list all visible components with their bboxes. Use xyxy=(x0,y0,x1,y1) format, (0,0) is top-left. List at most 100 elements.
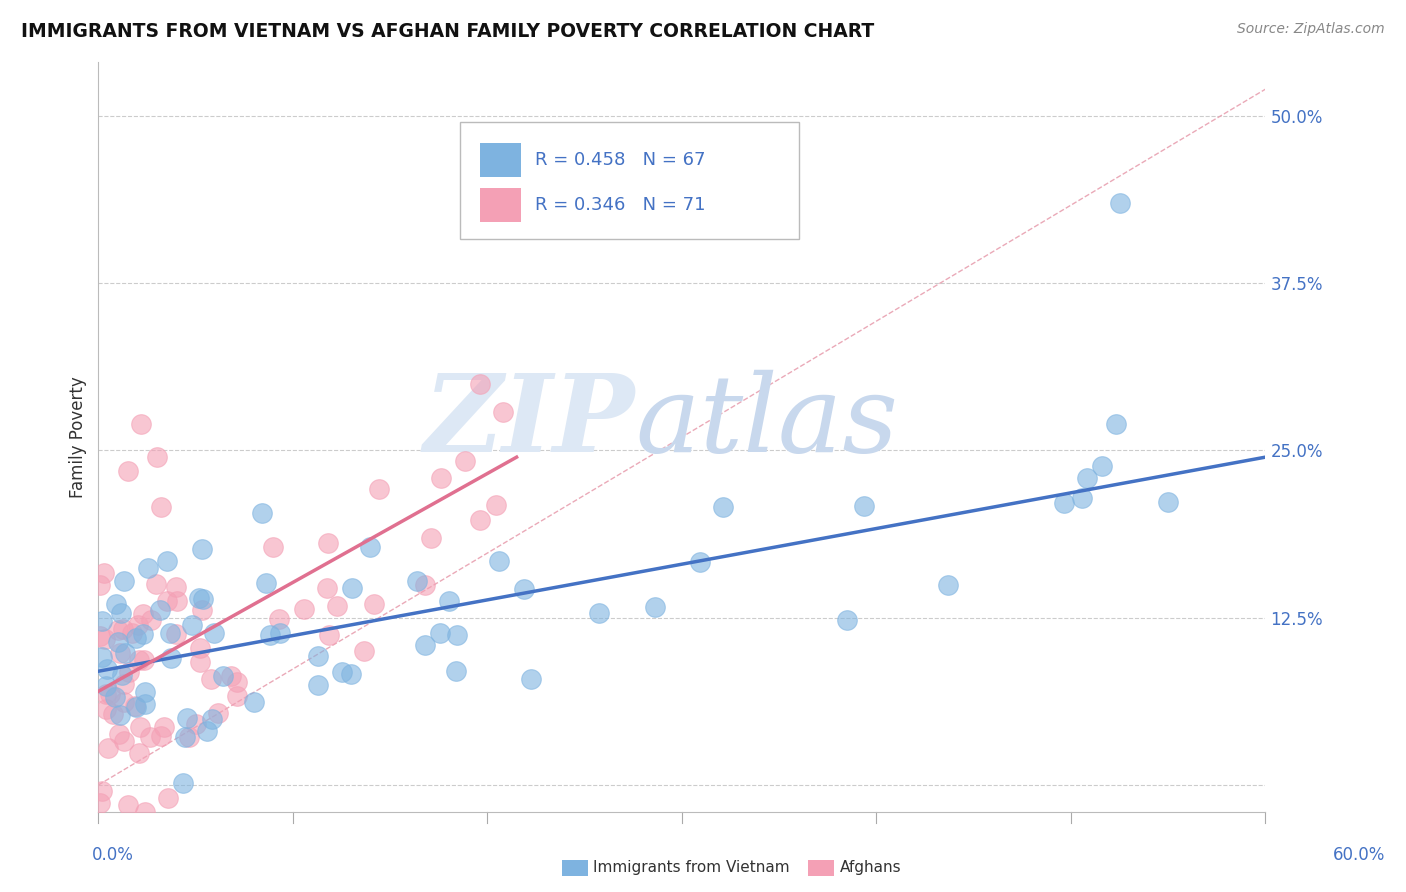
Point xyxy=(359,540,381,554)
FancyBboxPatch shape xyxy=(460,122,799,238)
Point xyxy=(259,628,281,642)
Point xyxy=(318,628,340,642)
Point xyxy=(157,791,180,805)
Point xyxy=(269,612,291,626)
Point xyxy=(316,582,339,596)
Point xyxy=(292,602,315,616)
Point xyxy=(200,672,222,686)
Point xyxy=(307,678,329,692)
Point xyxy=(104,690,127,705)
Point xyxy=(90,784,112,798)
Point xyxy=(105,597,128,611)
Point xyxy=(138,560,160,574)
Point xyxy=(367,483,389,497)
Point xyxy=(89,578,111,592)
Point xyxy=(156,594,179,608)
Point xyxy=(112,677,135,691)
Point xyxy=(363,597,385,611)
Point xyxy=(325,599,347,614)
Point xyxy=(420,531,443,545)
Point xyxy=(852,499,875,513)
Point xyxy=(165,627,187,641)
Point xyxy=(111,667,134,681)
Point xyxy=(134,653,156,667)
Point xyxy=(188,641,211,656)
Point xyxy=(243,695,266,709)
Point xyxy=(148,603,170,617)
Text: Source: ZipAtlas.com: Source: ZipAtlas.com xyxy=(1237,22,1385,37)
Point xyxy=(165,580,187,594)
Point xyxy=(125,700,148,714)
Point xyxy=(254,575,277,590)
Point xyxy=(129,417,152,431)
Point xyxy=(1090,458,1112,473)
Point xyxy=(262,540,284,554)
Point xyxy=(107,727,129,741)
Point xyxy=(117,798,139,813)
Point xyxy=(166,594,188,608)
Point xyxy=(485,498,508,512)
Point xyxy=(353,644,375,658)
Point xyxy=(89,629,111,643)
Text: 0.0%: 0.0% xyxy=(91,846,134,863)
Text: ZIP: ZIP xyxy=(423,369,636,475)
Point xyxy=(446,628,468,642)
Point xyxy=(139,613,162,627)
Point xyxy=(513,582,536,596)
Point xyxy=(93,566,115,581)
Point xyxy=(172,776,194,790)
Point xyxy=(160,651,183,665)
Point xyxy=(114,646,136,660)
Point xyxy=(145,576,167,591)
Point xyxy=(330,665,353,679)
Point xyxy=(134,805,156,819)
Point xyxy=(125,631,148,645)
Point xyxy=(94,702,117,716)
Point xyxy=(132,627,155,641)
Point xyxy=(1053,496,1076,510)
Point xyxy=(588,606,610,620)
Point xyxy=(156,554,179,568)
Point xyxy=(644,599,666,614)
Point xyxy=(444,665,467,679)
Point xyxy=(94,687,117,701)
Bar xyxy=(479,188,520,221)
Point xyxy=(207,706,229,720)
Point xyxy=(204,625,226,640)
Point xyxy=(176,711,198,725)
Point xyxy=(146,450,169,465)
Text: IMMIGRANTS FROM VIETNAM VS AFGHAN FAMILY POVERTY CORRELATION CHART: IMMIGRANTS FROM VIETNAM VS AFGHAN FAMILY… xyxy=(21,22,875,41)
Point xyxy=(91,614,114,628)
Point xyxy=(250,506,273,520)
Point xyxy=(121,626,143,640)
Point xyxy=(468,513,491,527)
Point xyxy=(520,672,543,686)
Point xyxy=(492,405,515,419)
Point xyxy=(107,623,129,637)
Text: R = 0.346   N = 71: R = 0.346 N = 71 xyxy=(534,196,706,214)
Point xyxy=(1157,495,1180,509)
Point xyxy=(219,669,242,683)
Point xyxy=(193,591,215,606)
Point xyxy=(108,708,131,723)
Text: R = 0.458   N = 67: R = 0.458 N = 67 xyxy=(534,151,706,169)
Point xyxy=(114,734,136,748)
Point xyxy=(307,648,329,663)
Point xyxy=(96,662,118,676)
Point xyxy=(108,646,131,660)
Point xyxy=(128,720,150,734)
Point xyxy=(98,687,121,701)
Point xyxy=(96,679,118,693)
Text: Afghans: Afghans xyxy=(839,860,901,874)
Text: 60.0%: 60.0% xyxy=(1333,846,1385,863)
Point xyxy=(110,606,132,620)
Point xyxy=(413,639,436,653)
Point xyxy=(112,695,135,709)
Point xyxy=(1108,196,1130,211)
Point xyxy=(153,719,176,733)
Point xyxy=(339,666,361,681)
Point xyxy=(159,626,181,640)
Point xyxy=(269,626,291,640)
Point xyxy=(124,699,146,714)
Text: atlas: atlas xyxy=(636,369,898,475)
